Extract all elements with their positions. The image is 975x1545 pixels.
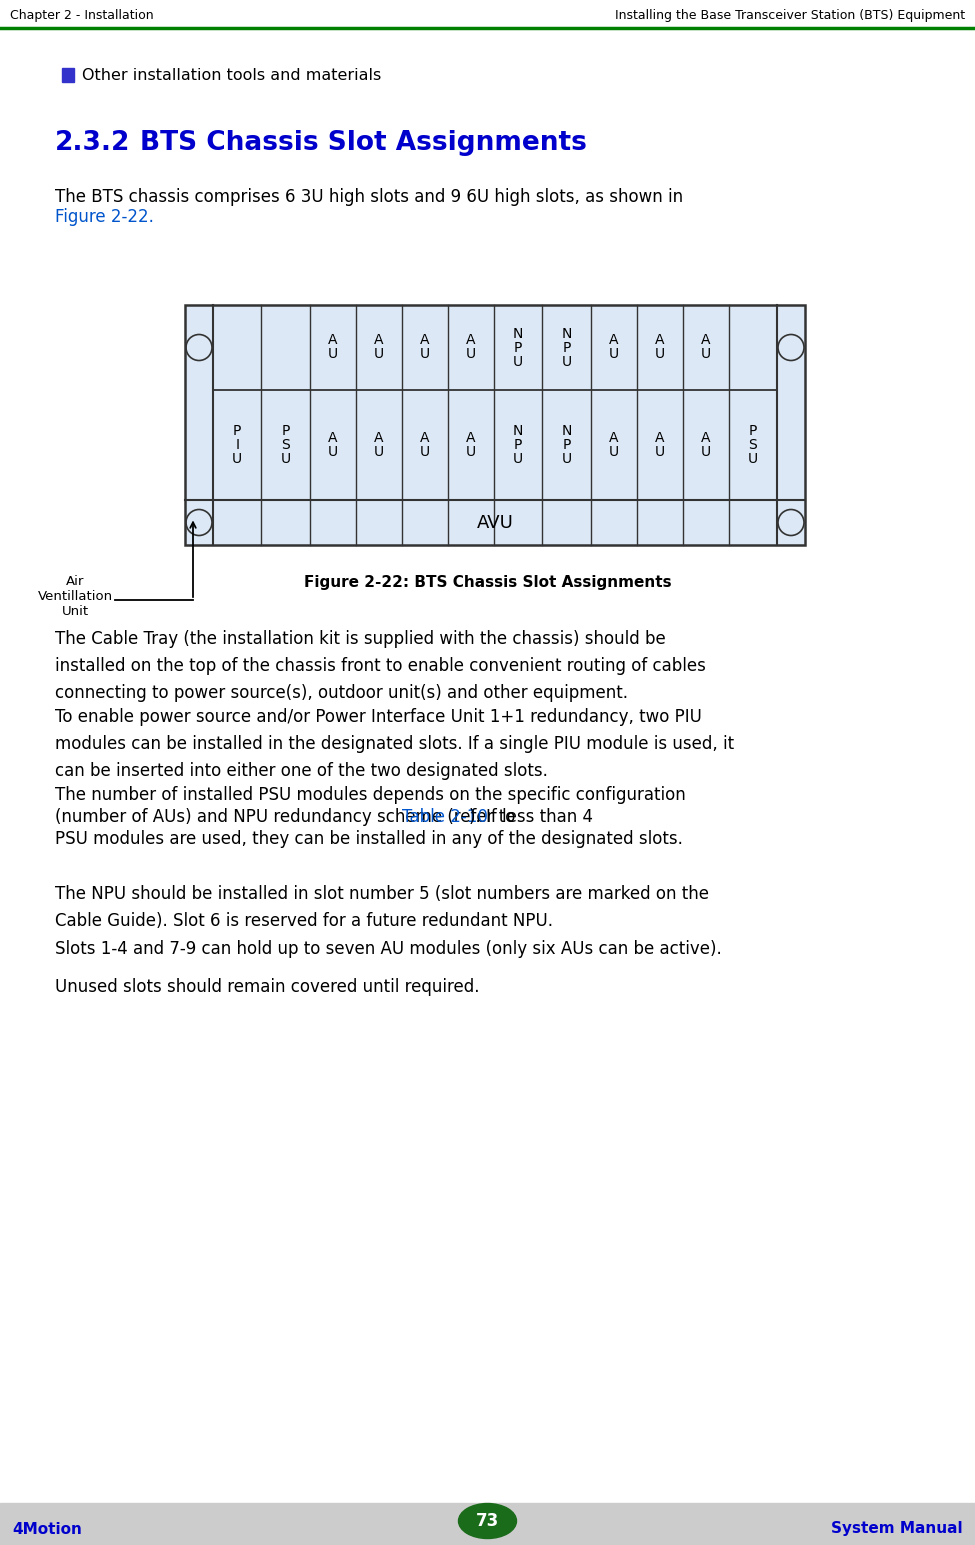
Text: Unused slots should remain covered until required.: Unused slots should remain covered until… <box>55 978 480 997</box>
Text: The number of installed PSU modules depends on the specific configuration: The number of installed PSU modules depe… <box>55 786 685 803</box>
Text: A
U: A U <box>608 334 619 362</box>
Bar <box>62 68 74 82</box>
Text: A
U: A U <box>700 334 711 362</box>
Text: Slots 1-4 and 7-9 can hold up to seven AU modules (only six AUs can be active).: Slots 1-4 and 7-9 can hold up to seven A… <box>55 939 722 958</box>
Text: A
U: A U <box>700 431 711 459</box>
Bar <box>185 304 805 545</box>
Text: A
U: A U <box>328 431 338 459</box>
Text: P
S
U: P S U <box>748 423 758 467</box>
Text: A
U: A U <box>373 334 384 362</box>
Text: Air
Ventillation
Unit: Air Ventillation Unit <box>37 575 112 618</box>
Text: A
U: A U <box>420 431 430 459</box>
Text: A
U: A U <box>466 334 476 362</box>
Bar <box>0 1503 975 1545</box>
Text: N
P
U: N P U <box>562 423 571 467</box>
Text: Installing the Base Transceiver Station (BTS) Equipment: Installing the Base Transceiver Station … <box>615 9 965 23</box>
Text: (number of AUs) and NPU redundancy scheme (refer to: (number of AUs) and NPU redundancy schem… <box>55 808 521 827</box>
Ellipse shape <box>458 1503 517 1539</box>
Text: To enable power source and/or Power Interface Unit 1+1 redundancy, two PIU
modul: To enable power source and/or Power Inte… <box>55 708 734 780</box>
Text: PSU modules are used, they can be installed in any of the designated slots.: PSU modules are used, they can be instal… <box>55 830 682 848</box>
Text: System Manual: System Manual <box>832 1522 963 1536</box>
Text: The BTS chassis comprises 6 3U high slots and 9 6U high slots, as shown in: The BTS chassis comprises 6 3U high slot… <box>55 188 683 205</box>
Text: 4Motion: 4Motion <box>12 1522 82 1536</box>
Text: BTS Chassis Slot Assignments: BTS Chassis Slot Assignments <box>140 130 587 156</box>
Text: P
I
U: P I U <box>232 423 242 467</box>
Text: N
P
U: N P U <box>513 326 524 369</box>
Text: Chapter 2 - Installation: Chapter 2 - Installation <box>10 9 154 23</box>
Text: AVU: AVU <box>477 513 514 531</box>
Text: The Cable Tray (the installation kit is supplied with the chassis) should be
ins: The Cable Tray (the installation kit is … <box>55 630 706 701</box>
Text: Figure 2-22: BTS Chassis Slot Assignments: Figure 2-22: BTS Chassis Slot Assignment… <box>303 575 672 590</box>
Text: A
U: A U <box>654 431 665 459</box>
Text: A
U: A U <box>328 334 338 362</box>
Text: A
U: A U <box>654 334 665 362</box>
Text: N
P
U: N P U <box>513 423 524 467</box>
Text: A
U: A U <box>373 431 384 459</box>
Text: 73: 73 <box>476 1513 499 1530</box>
Text: A
U: A U <box>466 431 476 459</box>
Text: Other installation tools and materials: Other installation tools and materials <box>82 68 381 82</box>
Text: N
P
U: N P U <box>562 326 571 369</box>
Text: ). If less than 4: ). If less than 4 <box>469 808 593 827</box>
Text: The NPU should be installed in slot number 5 (slot numbers are marked on the
Cab: The NPU should be installed in slot numb… <box>55 885 709 930</box>
Text: Figure 2-22.: Figure 2-22. <box>55 209 154 226</box>
Text: A
U: A U <box>608 431 619 459</box>
Text: P
S
U: P S U <box>281 423 291 467</box>
Text: Table 2-10: Table 2-10 <box>403 808 488 827</box>
Text: A
U: A U <box>420 334 430 362</box>
Text: 2.3.2: 2.3.2 <box>55 130 131 156</box>
